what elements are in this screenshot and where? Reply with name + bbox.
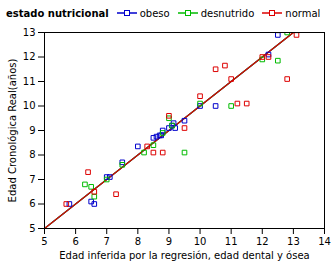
- svg-text:Edad inferida por la regresión: Edad inferida por la regresión, edad den…: [59, 250, 309, 261]
- svg-text:10: 10: [194, 236, 207, 247]
- svg-text:11: 11: [23, 76, 36, 87]
- svg-text:12: 12: [23, 51, 36, 62]
- html-text:obeso: obeso: [139, 7, 170, 19]
- svg-text:9: 9: [166, 236, 172, 247]
- svg-text:8: 8: [29, 149, 35, 160]
- svg-text:13: 13: [23, 27, 36, 38]
- svg-text:13: 13: [287, 236, 300, 247]
- html-text:normal: normal: [285, 7, 321, 19]
- svg-text:8: 8: [135, 236, 141, 247]
- svg-text:11: 11: [225, 236, 238, 247]
- svg-text:10: 10: [23, 100, 36, 111]
- svg-text:14: 14: [318, 236, 331, 247]
- svg-text:6: 6: [29, 198, 35, 209]
- svg-text:12: 12: [256, 236, 269, 247]
- svg-text:6: 6: [72, 236, 78, 247]
- html-text:desnutrido: desnutrido: [200, 7, 255, 19]
- html-text:estado nutricional: estado nutricional: [6, 7, 109, 19]
- svg-text:Edad Cronológica Real(años): Edad Cronológica Real(años): [7, 59, 18, 203]
- svg-text:5: 5: [41, 236, 47, 247]
- svg-text:5: 5: [29, 223, 35, 234]
- svg-text:7: 7: [29, 174, 35, 185]
- svg-text:9: 9: [29, 125, 35, 136]
- svg-text:7: 7: [104, 236, 110, 247]
